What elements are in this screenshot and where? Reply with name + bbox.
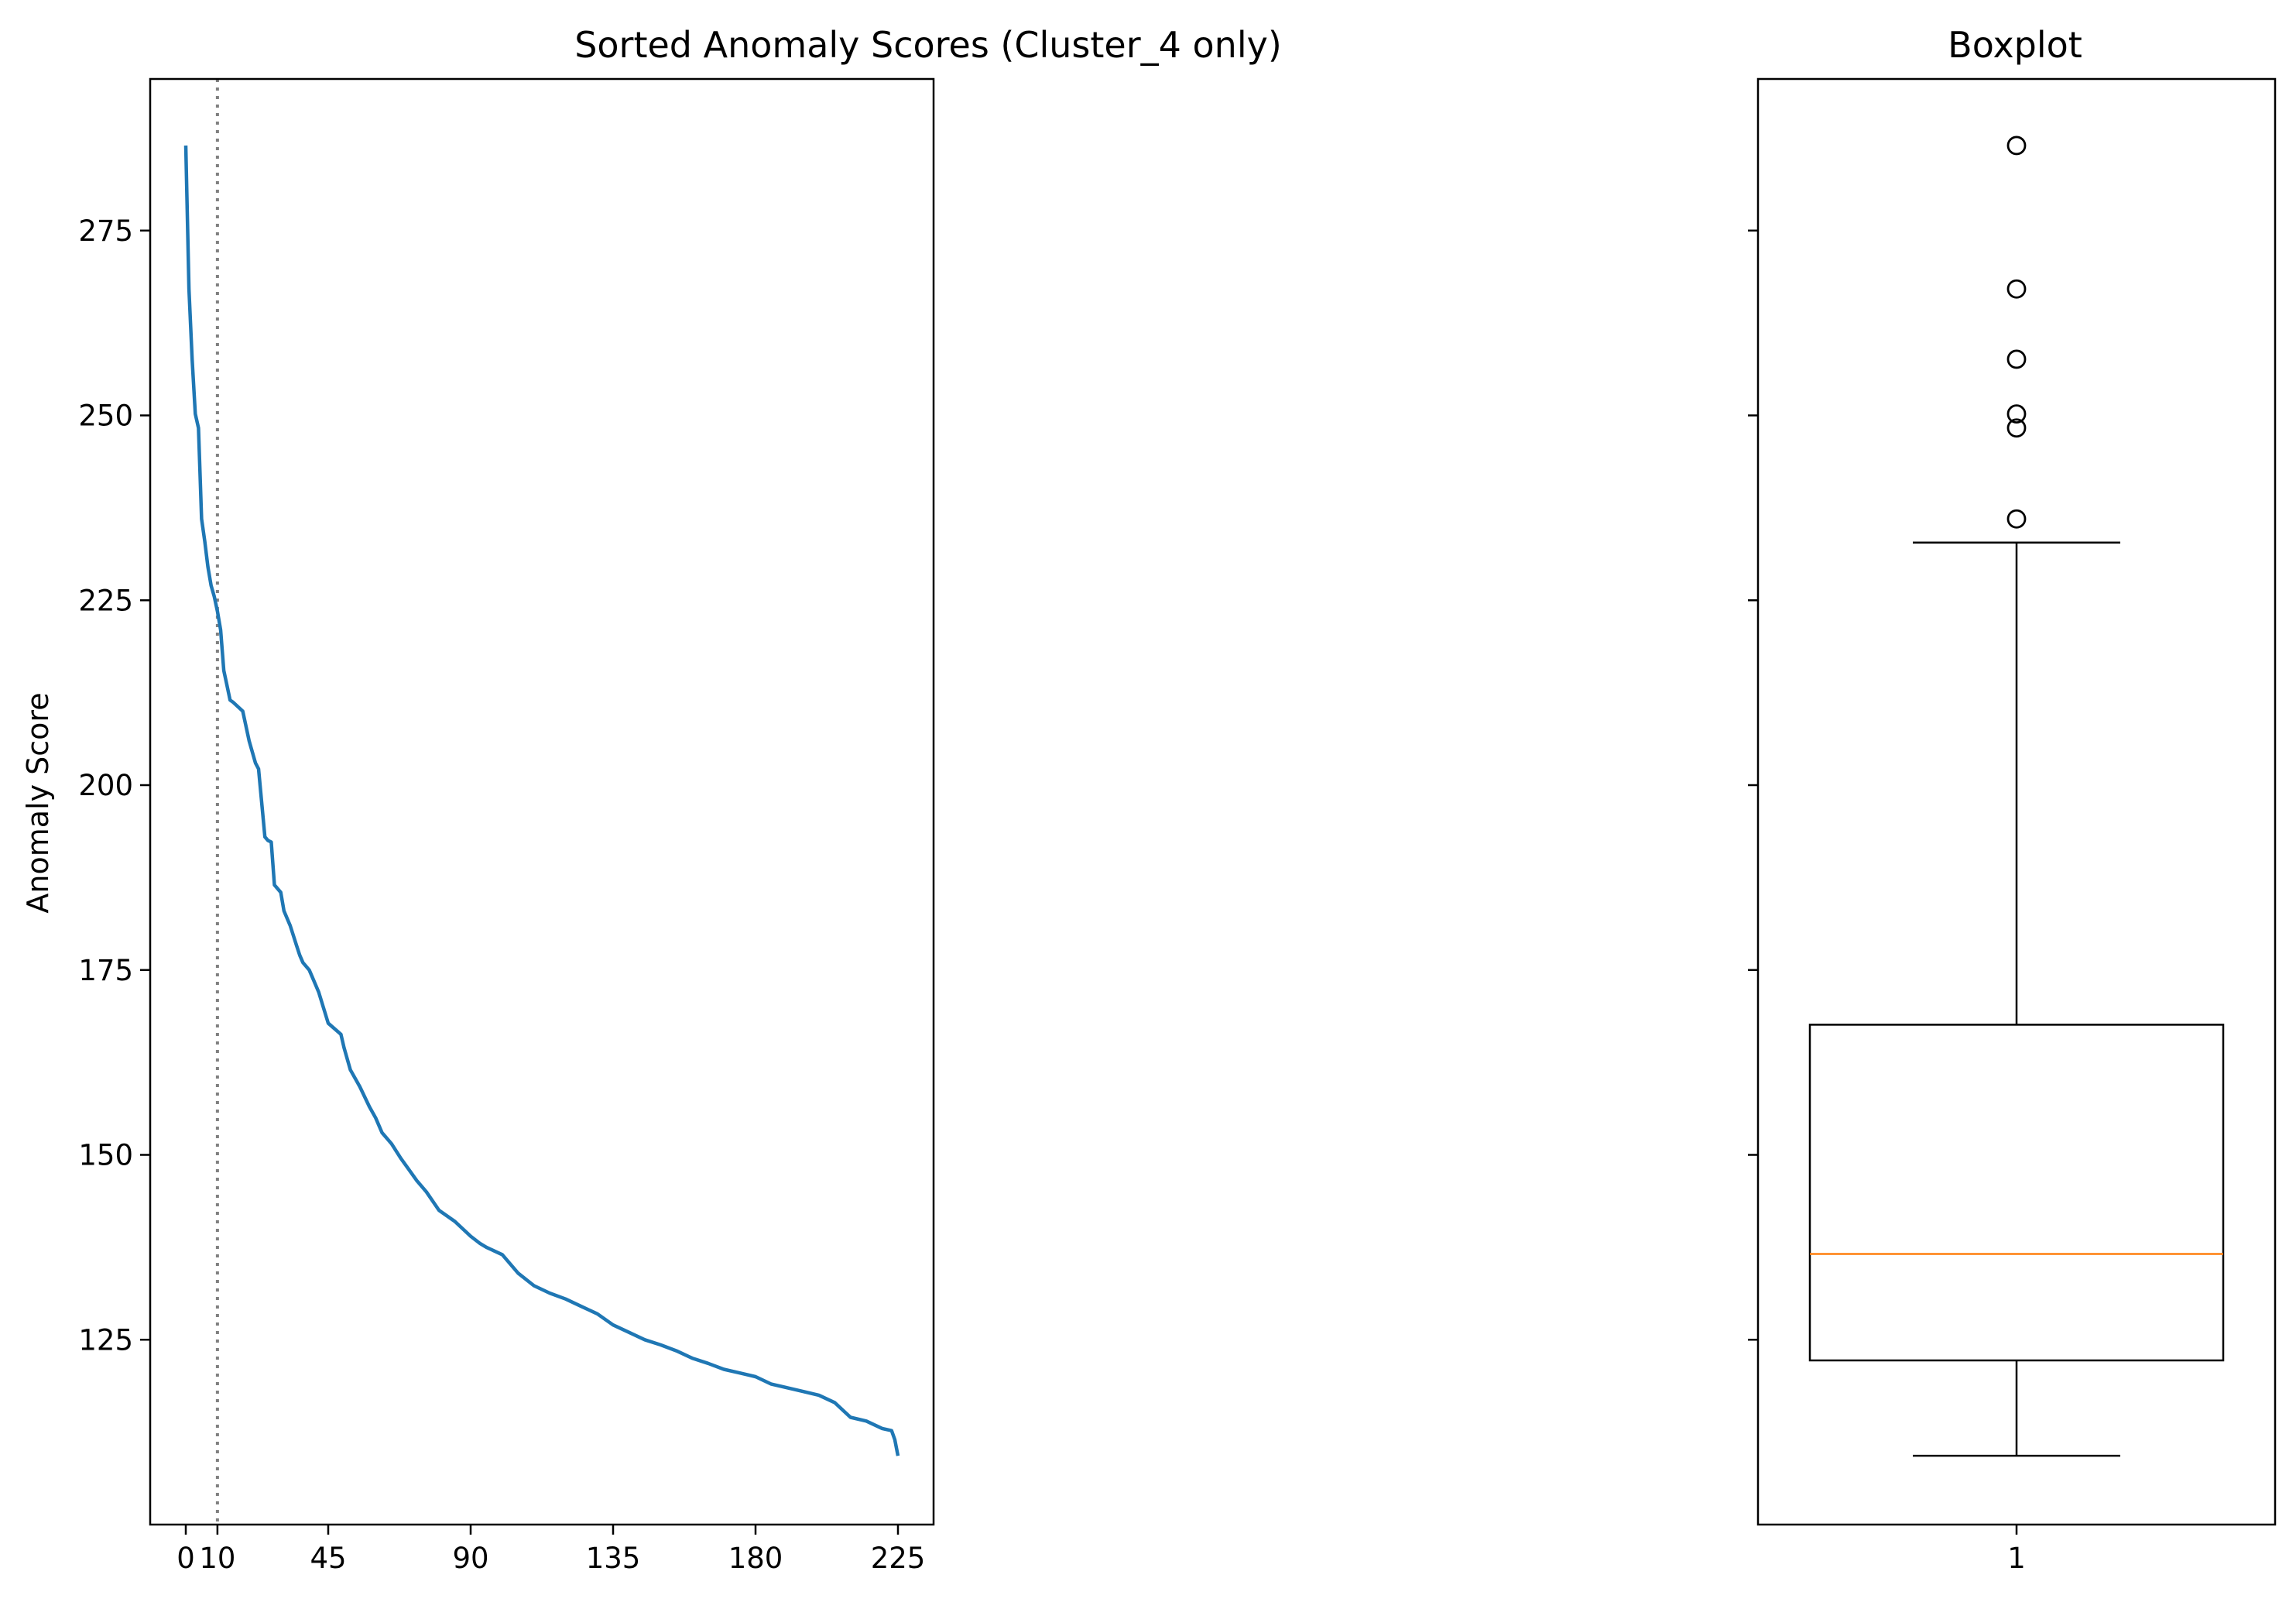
y-tick-label: 250 [78,400,133,433]
boxplot-marks [1808,136,2225,1457]
outlier-point [2006,349,2027,369]
interquartile-box [1808,1024,2225,1362]
y-axis-ticks: 125 150 175 200 225 250 275 [78,214,150,1357]
boxplot-y-ticks [1748,229,1758,1341]
boxplot-x-tick-label: 1 [2007,1542,2026,1575]
outlier-point [2006,418,2027,438]
x-tick-label: 45 [310,1542,346,1575]
y-tick-label: 275 [78,214,133,248]
x-tick-label: 10 [199,1542,235,1575]
x-tick-label: 90 [452,1542,488,1575]
boxplot-x-ticks: 1 [2007,1525,2026,1575]
anomaly-score-line [183,145,900,1456]
x-tick-label: 135 [586,1542,641,1575]
outlier-point [2006,279,2027,299]
outlier-point [2006,509,2027,529]
y-axis-label: Anomaly Score [21,692,55,913]
line-chart-title: Sorted Anomaly Scores (Cluster_4 only) [574,24,1282,66]
line-chart-panel: Sorted Anomaly Scores (Cluster_4 only) A… [21,24,1282,1575]
x-tick-label: 225 [871,1542,926,1575]
y-tick-label: 125 [78,1323,133,1357]
x-tick-label: 0 [176,1542,195,1575]
boxplot-title: Boxplot [1948,24,2082,66]
y-tick-label: 175 [78,954,133,987]
boxplot-frame [1756,77,2277,1526]
y-tick-label: 150 [78,1139,133,1172]
line-chart-frame [149,77,935,1526]
outlier-point [2006,136,2027,156]
x-axis-ticks: 0 10 45 90 135 180 225 [176,1525,925,1575]
boxplot-panel: Boxplot 1 [1748,24,2277,1575]
y-tick-label: 200 [78,769,133,802]
y-tick-label: 225 [78,584,133,617]
outlier-point [2006,404,2027,424]
x-tick-label: 180 [728,1542,783,1575]
